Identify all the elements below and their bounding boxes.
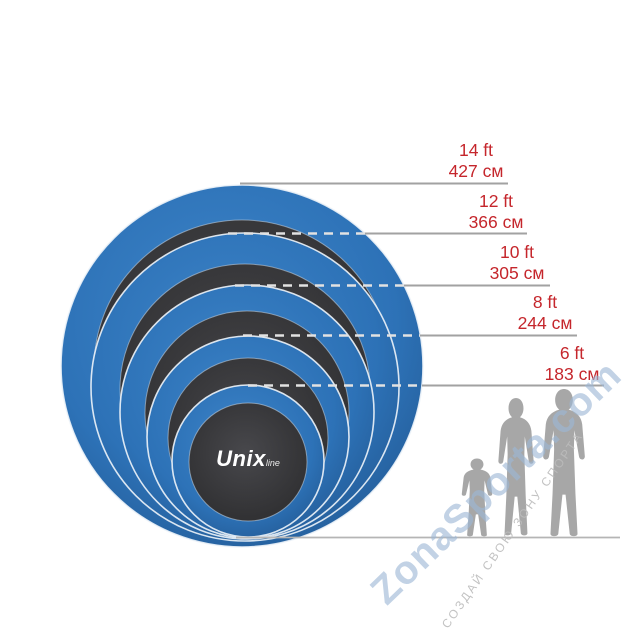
size-label-12ft: 12 ft 366 см [421,191,571,233]
unixline-logo-main: Unix [216,446,266,471]
trampoline-6ft-mat [188,402,308,522]
unixline-logo-sub: line [265,458,280,468]
size-label-8ft-feet: 8 ft [532,292,558,312]
size-label-10ft-cm: 305 см [489,263,545,283]
size-label-14ft: 14 ft 427 см [401,140,551,182]
size-label-8ft: 8 ft 244 см [470,292,620,334]
size-label-10ft-feet: 10 ft [499,242,535,262]
size-label-12ft-cm: 366 см [468,212,524,232]
size-label-6ft-feet: 6 ft [559,343,585,363]
unixline-logo: Unixline [188,446,308,472]
size-label-10ft: 10 ft 305 см [442,242,592,284]
measure-lines [228,182,604,387]
size-label-14ft-cm: 427 см [448,161,504,181]
size-label-8ft-cm: 244 см [517,313,573,333]
size-label-14ft-feet: 14 ft [458,140,494,160]
size-label-12ft-feet: 12 ft [478,191,514,211]
size-label-6ft: 6 ft 183 см [497,343,631,385]
size-label-6ft-cm: 183 см [544,364,600,384]
trampoline-6ft [171,384,325,538]
